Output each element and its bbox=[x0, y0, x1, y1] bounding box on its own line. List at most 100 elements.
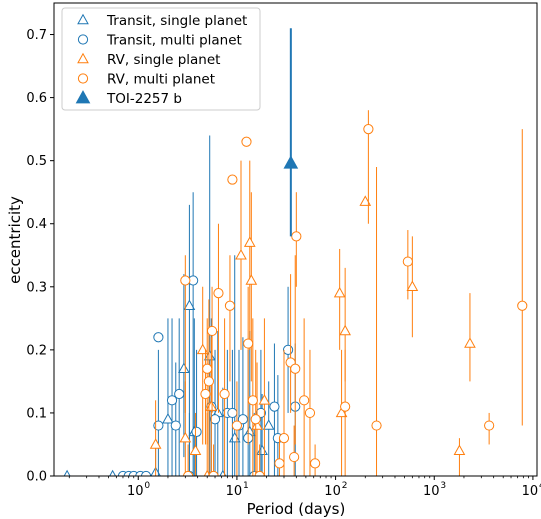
data-point bbox=[258, 394, 271, 405]
data-point bbox=[241, 136, 252, 147]
data-point bbox=[245, 274, 258, 285]
legend-frame bbox=[61, 7, 261, 111]
data-point bbox=[243, 236, 256, 247]
y-tick-label: 0.4 bbox=[26, 217, 47, 232]
x-tick-exponent: 2 bbox=[342, 481, 348, 491]
data-point bbox=[174, 388, 185, 400]
x-tick-label: 10 bbox=[423, 484, 440, 499]
data-point bbox=[250, 414, 261, 425]
plot-border bbox=[53, 2, 538, 477]
legend: Transit, single planet Transit, multi pla… bbox=[61, 7, 261, 111]
data-point bbox=[202, 363, 213, 374]
data-point bbox=[278, 433, 290, 444]
data-point bbox=[231, 420, 243, 431]
data-point bbox=[166, 395, 178, 406]
data-point bbox=[282, 344, 294, 355]
data-point bbox=[206, 325, 218, 337]
data-point bbox=[203, 376, 214, 387]
data-point bbox=[269, 401, 280, 412]
x-tick-label: 10 bbox=[127, 484, 144, 499]
data-point bbox=[162, 412, 174, 424]
data-point bbox=[340, 401, 351, 412]
data-point bbox=[213, 288, 224, 299]
data-point bbox=[484, 420, 495, 431]
data-point bbox=[180, 275, 191, 286]
x-tick-exponent: 4 bbox=[539, 481, 541, 491]
y-tick-label: 0.1 bbox=[26, 406, 47, 421]
legend-marker bbox=[75, 90, 91, 104]
data-point bbox=[149, 438, 162, 449]
data-point bbox=[339, 324, 351, 336]
data-point bbox=[333, 286, 346, 298]
data-point bbox=[453, 444, 466, 456]
legend-marker bbox=[77, 73, 89, 84]
plot-area bbox=[53, 2, 538, 477]
data-point bbox=[153, 332, 164, 343]
x-tick-label: 10 bbox=[522, 484, 539, 499]
data-point bbox=[235, 248, 247, 260]
data-point bbox=[517, 300, 528, 311]
y-tick-label: 0.6 bbox=[26, 91, 47, 106]
x-tick-label: 10 bbox=[226, 484, 243, 499]
data-point bbox=[247, 395, 258, 406]
x-tick-exponent: 0 bbox=[144, 481, 150, 491]
data-point bbox=[359, 195, 372, 206]
data-point bbox=[299, 395, 310, 406]
data-point bbox=[309, 458, 321, 469]
y-tick-label: 0.2 bbox=[26, 343, 47, 358]
data-point bbox=[406, 280, 419, 292]
legend-label: TOI-2257 b bbox=[106, 91, 182, 107]
y-tick-label: 0.7 bbox=[26, 28, 47, 43]
data-point bbox=[109, 469, 117, 476]
data-point bbox=[170, 420, 181, 431]
data-point bbox=[290, 363, 301, 374]
data-point bbox=[224, 300, 236, 311]
data-point bbox=[363, 124, 374, 135]
data-point bbox=[200, 388, 211, 400]
data-point bbox=[243, 338, 254, 349]
x-tick-exponent: 3 bbox=[440, 481, 446, 491]
legend-label: RV, single planet bbox=[107, 52, 220, 68]
legend-marker bbox=[77, 13, 89, 25]
x-tick-exponent: 1 bbox=[243, 481, 249, 491]
legend-label: Transit, multi planet bbox=[106, 33, 242, 49]
data-point bbox=[237, 414, 249, 425]
legend-marker bbox=[77, 52, 89, 64]
data-point bbox=[179, 431, 192, 443]
data-point bbox=[63, 469, 71, 476]
data-point bbox=[402, 256, 413, 267]
data-point bbox=[219, 388, 230, 400]
data-point bbox=[183, 299, 196, 310]
data-point bbox=[251, 419, 263, 430]
data-point bbox=[191, 426, 202, 437]
data-point bbox=[227, 174, 238, 185]
series-4 bbox=[283, 28, 299, 237]
data-point bbox=[304, 407, 316, 419]
x-axis: 100101102103104 bbox=[68, 476, 541, 499]
y-tick-label: 0.0 bbox=[26, 470, 47, 485]
legend-label: Transit, single planet bbox=[106, 13, 247, 29]
legend-marker bbox=[77, 34, 89, 45]
x-axis-label: Period (days) bbox=[247, 500, 346, 518]
data-point bbox=[289, 451, 300, 463]
y-axis-label: eccentricity bbox=[6, 196, 24, 284]
y-tick-label: 0.5 bbox=[26, 154, 47, 169]
data-point bbox=[283, 155, 299, 169]
series-3 bbox=[180, 110, 528, 476]
data-point bbox=[262, 419, 275, 430]
y-tick-label: 0.3 bbox=[26, 280, 47, 295]
data-point bbox=[335, 406, 348, 418]
data-point bbox=[371, 420, 382, 431]
data-point bbox=[291, 231, 302, 242]
legend-label: RV, multi planet bbox=[107, 72, 215, 88]
y-axis: 0.0 0.1 0.2 0.3 0.4 0.5 0.6 0.7 bbox=[26, 28, 54, 485]
data-point bbox=[178, 362, 190, 374]
x-tick-label: 10 bbox=[324, 484, 341, 499]
data-marks bbox=[63, 28, 528, 476]
data-point bbox=[274, 458, 285, 469]
data-point bbox=[227, 407, 238, 419]
data-point bbox=[189, 444, 202, 456]
data-point bbox=[464, 337, 476, 348]
data-point bbox=[209, 414, 221, 425]
